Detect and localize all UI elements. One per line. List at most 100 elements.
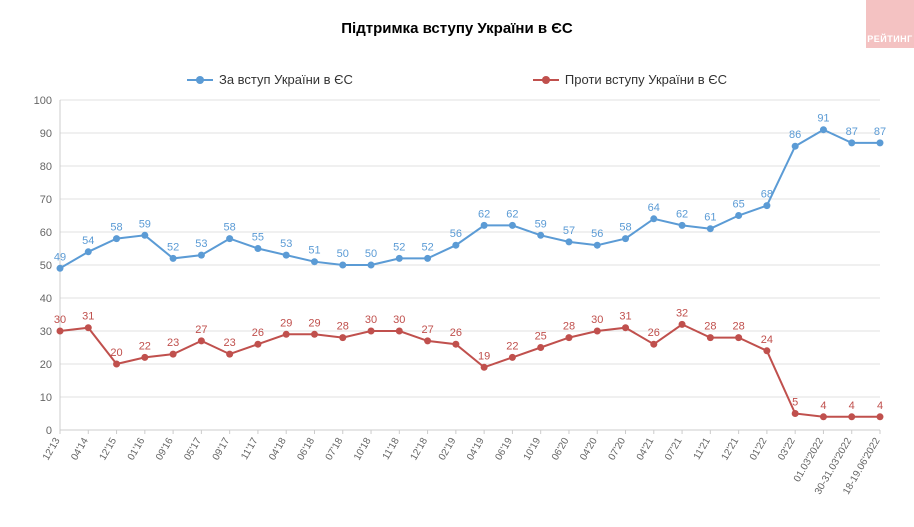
svg-text:64: 64 (648, 202, 660, 214)
svg-text:68: 68 (761, 189, 773, 201)
svg-text:27: 27 (195, 324, 207, 336)
svg-text:06'19: 06'19 (493, 436, 515, 463)
svg-text:04'14: 04'14 (69, 436, 91, 463)
svg-text:20: 20 (110, 347, 122, 359)
svg-text:29: 29 (308, 317, 320, 329)
svg-text:30: 30 (393, 314, 405, 326)
svg-text:10: 10 (40, 392, 52, 404)
svg-text:01'16: 01'16 (126, 436, 148, 463)
svg-text:10'19: 10'19 (522, 436, 544, 463)
svg-text:06'18: 06'18 (295, 436, 317, 463)
svg-text:27: 27 (421, 324, 433, 336)
svg-text:62: 62 (506, 208, 518, 220)
svg-text:53: 53 (195, 238, 207, 250)
svg-text:40: 40 (40, 293, 52, 305)
svg-text:22: 22 (506, 340, 518, 352)
svg-text:54: 54 (82, 235, 94, 247)
svg-text:30: 30 (365, 314, 377, 326)
svg-text:02'19: 02'19 (437, 436, 459, 463)
svg-text:4: 4 (849, 400, 855, 412)
svg-text:4: 4 (820, 400, 826, 412)
svg-text:70: 70 (40, 194, 52, 206)
svg-text:11'18: 11'18 (381, 436, 402, 462)
svg-text:49: 49 (54, 251, 66, 263)
svg-text:11'21: 11'21 (692, 436, 713, 462)
svg-text:58: 58 (619, 222, 631, 234)
svg-text:31: 31 (82, 311, 94, 323)
svg-text:30: 30 (40, 326, 52, 338)
svg-text:10'18: 10'18 (352, 436, 374, 463)
svg-text:52: 52 (167, 241, 179, 253)
svg-text:26: 26 (648, 327, 660, 339)
svg-text:60: 60 (40, 227, 52, 239)
svg-text:07'21: 07'21 (663, 436, 685, 463)
svg-text:90: 90 (40, 128, 52, 140)
svg-text:01'22: 01'22 (748, 436, 770, 463)
svg-text:52: 52 (393, 241, 405, 253)
svg-text:20: 20 (40, 359, 52, 371)
svg-text:09'16: 09'16 (154, 436, 176, 463)
svg-text:55: 55 (252, 232, 264, 244)
svg-text:31: 31 (619, 311, 631, 323)
svg-text:58: 58 (110, 222, 122, 234)
svg-text:62: 62 (478, 208, 490, 220)
svg-text:86: 86 (789, 129, 801, 141)
svg-text:05'17: 05'17 (182, 436, 204, 463)
svg-text:87: 87 (874, 126, 886, 138)
svg-text:19: 19 (478, 350, 490, 362)
svg-text:12'18: 12'18 (409, 436, 431, 463)
svg-text:91: 91 (817, 113, 829, 125)
svg-text:56: 56 (450, 228, 462, 240)
svg-text:4: 4 (877, 400, 883, 412)
svg-text:30: 30 (54, 314, 66, 326)
svg-text:50: 50 (365, 248, 377, 260)
svg-text:53: 53 (280, 238, 292, 250)
svg-text:59: 59 (139, 218, 151, 230)
svg-text:62: 62 (676, 208, 688, 220)
svg-text:29: 29 (280, 317, 292, 329)
svg-text:12'15: 12'15 (98, 436, 120, 463)
svg-text:06'20: 06'20 (550, 436, 572, 463)
svg-text:12'13: 12'13 (41, 436, 63, 463)
svg-text:04'18: 04'18 (267, 436, 289, 463)
svg-text:22: 22 (139, 340, 151, 352)
chart-svg: 010203040506070809010012'1304'1412'1501'… (0, 0, 914, 527)
svg-text:23: 23 (167, 337, 179, 349)
svg-text:50: 50 (337, 248, 349, 260)
svg-text:65: 65 (732, 199, 744, 211)
svg-text:04'19: 04'19 (465, 436, 487, 463)
svg-text:28: 28 (337, 321, 349, 333)
svg-text:52: 52 (421, 241, 433, 253)
svg-text:58: 58 (224, 222, 236, 234)
svg-text:04'21: 04'21 (635, 436, 657, 463)
svg-text:61: 61 (704, 212, 716, 224)
svg-text:28: 28 (732, 321, 744, 333)
svg-text:03'22: 03'22 (776, 436, 798, 463)
svg-text:100: 100 (34, 95, 52, 107)
svg-text:04'20: 04'20 (578, 436, 600, 463)
svg-text:09'17: 09'17 (211, 436, 233, 463)
svg-text:23: 23 (224, 337, 236, 349)
svg-text:50: 50 (40, 260, 52, 272)
svg-text:25: 25 (535, 331, 547, 343)
svg-text:12'21: 12'21 (720, 436, 742, 463)
svg-text:59: 59 (535, 218, 547, 230)
svg-text:11'17: 11'17 (239, 436, 260, 462)
svg-text:56: 56 (591, 228, 603, 240)
svg-text:24: 24 (761, 334, 773, 346)
svg-text:07'20: 07'20 (607, 436, 629, 463)
svg-text:28: 28 (563, 321, 575, 333)
svg-text:57: 57 (563, 225, 575, 237)
svg-text:28: 28 (704, 321, 716, 333)
svg-text:07'18: 07'18 (324, 436, 346, 463)
svg-text:26: 26 (450, 327, 462, 339)
svg-text:87: 87 (846, 126, 858, 138)
svg-text:26: 26 (252, 327, 264, 339)
svg-text:32: 32 (676, 307, 688, 319)
svg-text:0: 0 (46, 425, 52, 437)
svg-text:5: 5 (792, 397, 798, 409)
svg-text:30: 30 (591, 314, 603, 326)
svg-text:51: 51 (308, 245, 320, 257)
chart-container: Підтримка вступу України в ЄС РЕЙТИНГ За… (0, 0, 914, 527)
svg-text:80: 80 (40, 161, 52, 173)
